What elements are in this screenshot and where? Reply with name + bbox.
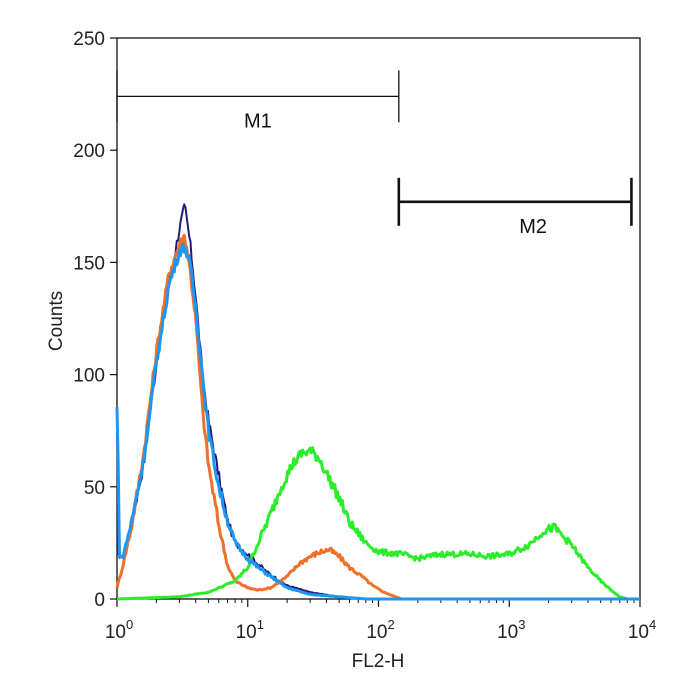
x-tick-label: 100	[105, 617, 133, 643]
series-line-1	[116, 203, 640, 600]
series-line-3	[116, 446, 641, 601]
gate-markers: M1 M2	[116, 70, 633, 238]
y-axis: 0 50 100 150 200 250	[73, 29, 117, 611]
x-tick-label: 103	[497, 617, 525, 643]
x-tick-label: 102	[366, 617, 394, 643]
y-tick-label: 250	[73, 29, 105, 50]
series-layer	[115, 203, 641, 601]
y-tick-label: 100	[73, 366, 105, 387]
y-tick-label: 150	[73, 253, 105, 274]
y-tick-label: 0	[94, 590, 105, 611]
x-tick-label: 101	[236, 617, 264, 643]
y-tick-label: 50	[84, 478, 105, 499]
x-axis: 100 101 102 103 104	[105, 599, 656, 643]
series-line-4	[115, 242, 641, 601]
x-axis-title: FL2-H	[352, 651, 405, 672]
marker-label: M1	[244, 110, 272, 132]
y-tick-label: 200	[73, 141, 105, 162]
marker-label: M2	[519, 216, 547, 238]
y-axis-title: Counts	[46, 291, 67, 351]
x-tick-label: 104	[628, 617, 656, 643]
